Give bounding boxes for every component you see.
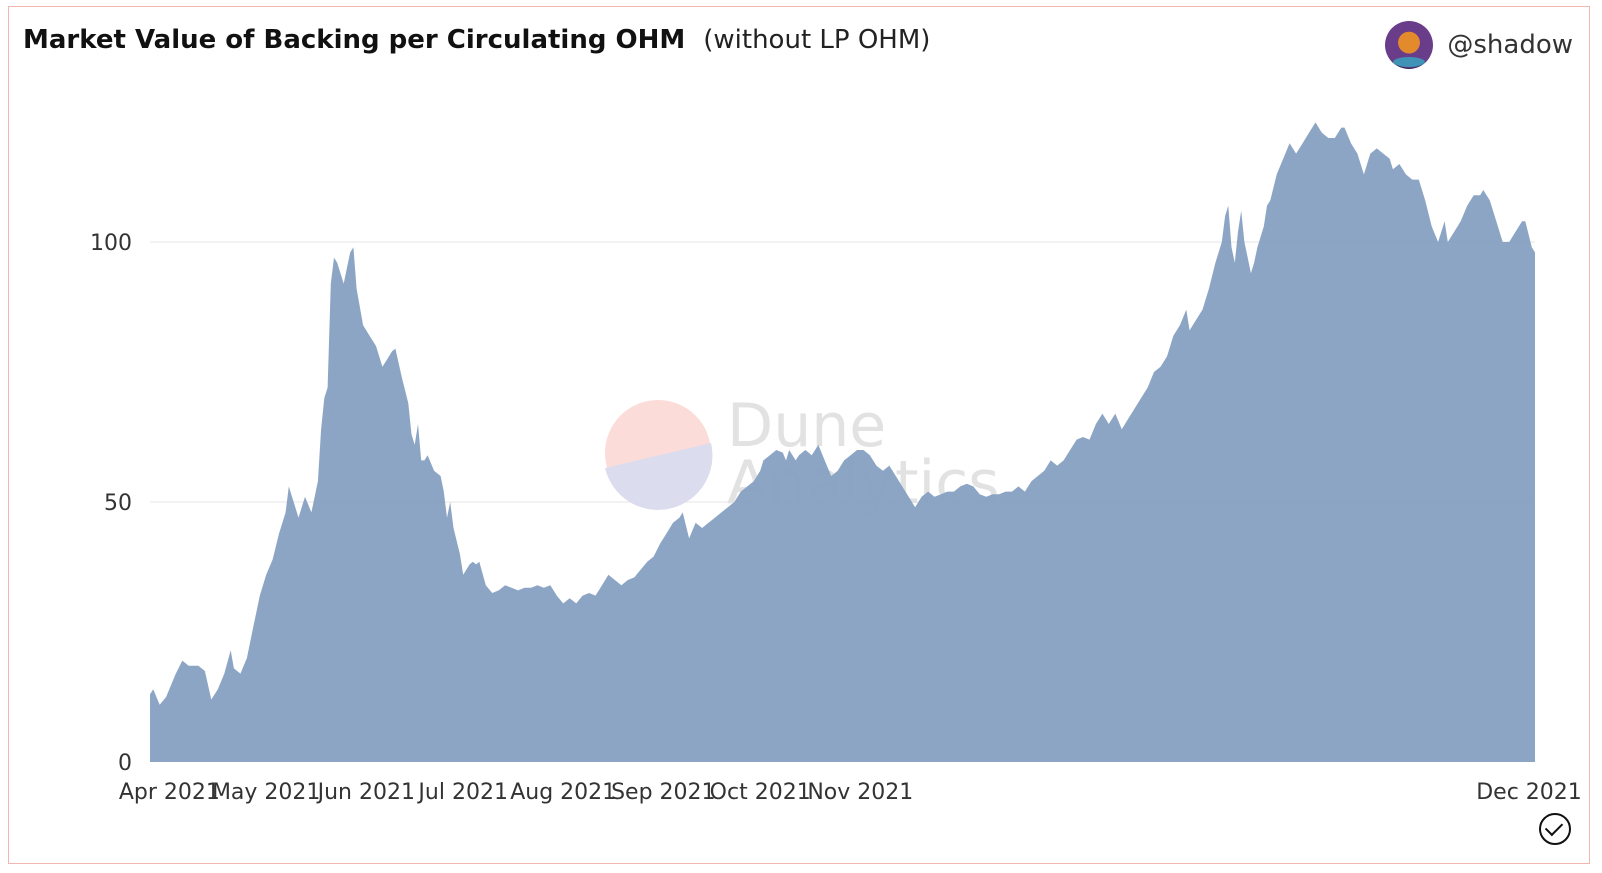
series-area [150,122,1535,762]
watermark-text-dune: Dune [727,391,886,461]
y-tick-label: 100 [90,231,132,256]
y-tick-label: 50 [104,491,132,516]
checkmark-circle-icon[interactable] [1539,813,1571,845]
x-tick-label: Dec 2021 [1476,780,1582,805]
x-tick-label: Nov 2021 [807,780,913,805]
x-tick-label: Jun 2021 [316,780,415,805]
author-handle[interactable]: @shadow [1447,30,1573,60]
watermark-logo-slice [605,443,713,510]
x-tick-label: May 2021 [212,780,320,805]
x-tick-label: Oct 2021 [710,780,811,805]
author-badge[interactable]: @shadow [1385,21,1573,69]
chart-subtitle: (without LP OHM) [703,25,931,55]
y-tick-label: 0 [118,751,132,776]
y-axis: 0 50 100 [90,231,132,776]
avatar[interactable] [1385,21,1434,69]
chart-title-main: Market Value of Backing per Circulating … [23,25,686,55]
x-tick-label: Sep 2021 [611,780,715,805]
chart-title: Market Value of Backing per Circulating … [23,25,930,55]
x-tick-label: Aug 2021 [510,780,616,805]
x-tick-label: Apr 2021 [119,780,220,805]
x-tick-label: Jul 2021 [416,780,508,805]
